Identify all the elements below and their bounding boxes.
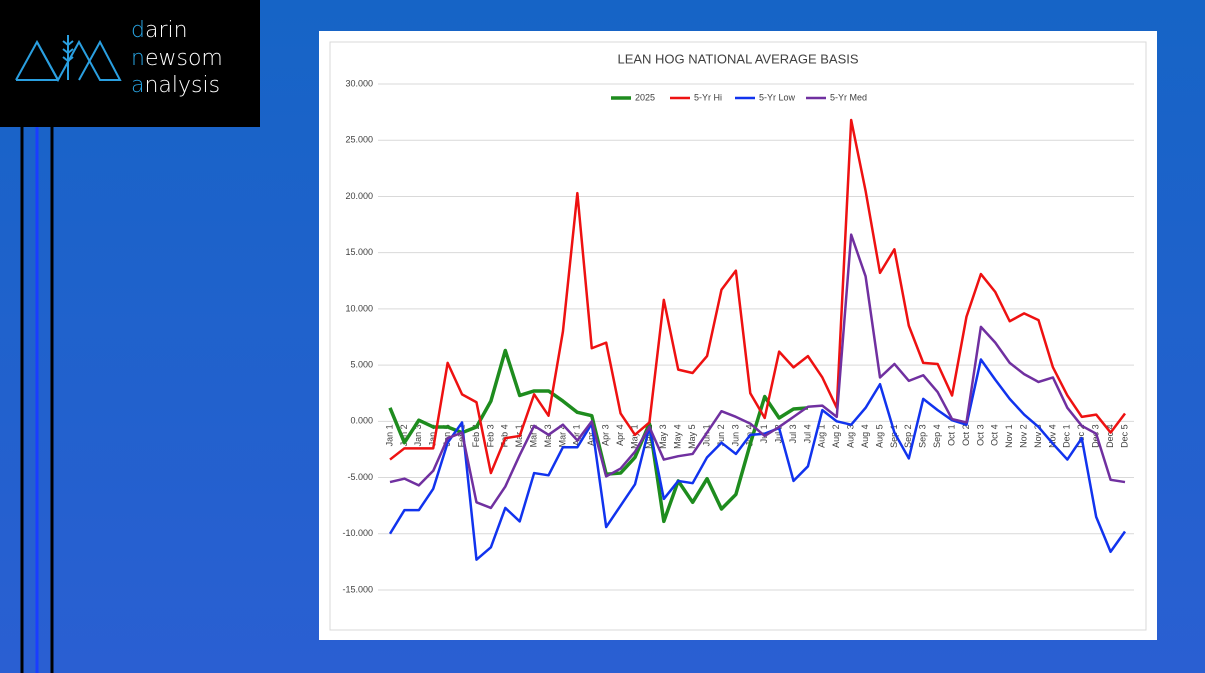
y-tick-label: -5.000	[347, 472, 373, 482]
x-tick-label: Aug 1	[817, 424, 827, 448]
x-tick-label: Apr 4	[615, 424, 625, 446]
x-tick-label: Nov 2	[1018, 424, 1028, 448]
x-tick-label: Apr 3	[601, 424, 611, 446]
legend-label: 5-Yr Low	[759, 92, 796, 102]
x-tick-label: Mar 4	[557, 424, 567, 447]
x-tick-label: Dec 3	[1091, 424, 1101, 448]
logo-box	[0, 0, 260, 127]
plot-frame	[329, 41, 1147, 631]
legend-label: 2025	[635, 92, 655, 102]
line-series	[389, 118, 1126, 475]
x-tick-label: Aug 2	[831, 424, 841, 448]
x-tick-label: Feb 4	[500, 424, 510, 447]
brand-line: darin	[131, 18, 188, 43]
y-tick-label: 20.000	[345, 191, 373, 201]
x-tick-label: Jul 4	[802, 424, 812, 443]
x-tick-label: Nov 4	[1047, 424, 1057, 448]
brand-line: analysis	[131, 73, 221, 98]
x-tick-label: Dec 1	[1062, 424, 1072, 448]
x-tick-label: Sep 1	[889, 424, 899, 448]
x-tick-label: May 1	[629, 424, 639, 449]
x-tick-label: Sep 3	[918, 424, 928, 448]
x-tick-label: May 5	[687, 424, 697, 449]
x-tick-label: Jul 3	[788, 424, 798, 443]
chart-area	[319, 31, 1157, 640]
x-tick-label: Oct 3	[975, 424, 985, 446]
x-tick-label: Jan 4	[428, 424, 438, 446]
legend-label: 5-Yr Hi	[694, 92, 722, 102]
y-tick-label: 5.000	[350, 359, 373, 369]
line-series	[389, 233, 1126, 510]
x-tick-label: Jan 5	[442, 424, 452, 446]
x-tick-label: Jan 1	[384, 424, 394, 446]
x-tick-label: Apr 2	[586, 424, 596, 446]
x-tick-label: Jan 3	[413, 424, 423, 446]
x-tick-label: Jul 2	[773, 424, 783, 443]
x-tick-label: May 3	[658, 424, 668, 449]
x-tick-label: Nov 1	[1004, 424, 1014, 448]
x-tick-label: Aug 5	[874, 424, 884, 448]
y-tick-label: 30.000	[345, 78, 373, 88]
x-tick-label: May 2	[644, 424, 654, 449]
x-tick-label: Oct 4	[990, 424, 1000, 446]
x-tick-label: Dec 2	[1076, 424, 1086, 448]
x-tick-label: Aug 4	[860, 424, 870, 448]
x-tick-label: Nov 3	[1033, 424, 1043, 448]
x-tick-label: Dec 5	[1119, 424, 1129, 448]
x-tick-label: Oct 1	[946, 424, 956, 446]
x-tick-label: Sep 4	[932, 424, 942, 448]
x-tick-label: Aug 3	[846, 424, 856, 448]
y-tick-label: 15.000	[345, 247, 373, 257]
x-tick-label: Mar 2	[528, 424, 538, 447]
x-tick-label: Jun 2	[716, 424, 726, 446]
x-tick-label: Dec 4	[1105, 424, 1115, 448]
x-tick-label: Feb 1	[456, 424, 466, 447]
y-tick-label: 10.000	[345, 303, 373, 313]
y-tick-label: 25.000	[345, 135, 373, 145]
chart-title: LEAN HOG NATIONAL AVERAGE BASIS	[617, 51, 858, 66]
x-tick-label: Apr 1	[572, 424, 582, 446]
y-tick-label: -10.000	[342, 528, 373, 538]
legend-label: 5-Yr Med	[830, 92, 867, 102]
y-tick-label: 0.000	[350, 416, 373, 426]
x-tick-label: May 4	[673, 424, 683, 449]
logo-icon	[15, 35, 122, 83]
x-tick-label: Jun 3	[730, 424, 740, 446]
x-tick-label: Jan 2	[399, 424, 409, 446]
line-series	[388, 358, 1127, 561]
x-tick-label: Oct 2	[961, 424, 971, 446]
y-tick-label: -15.000	[342, 584, 373, 594]
x-tick-label: Sep 2	[903, 424, 913, 448]
brand-line: newsom	[131, 46, 223, 71]
x-tick-label: Feb 3	[485, 424, 495, 447]
x-tick-label: Feb 2	[471, 424, 481, 447]
